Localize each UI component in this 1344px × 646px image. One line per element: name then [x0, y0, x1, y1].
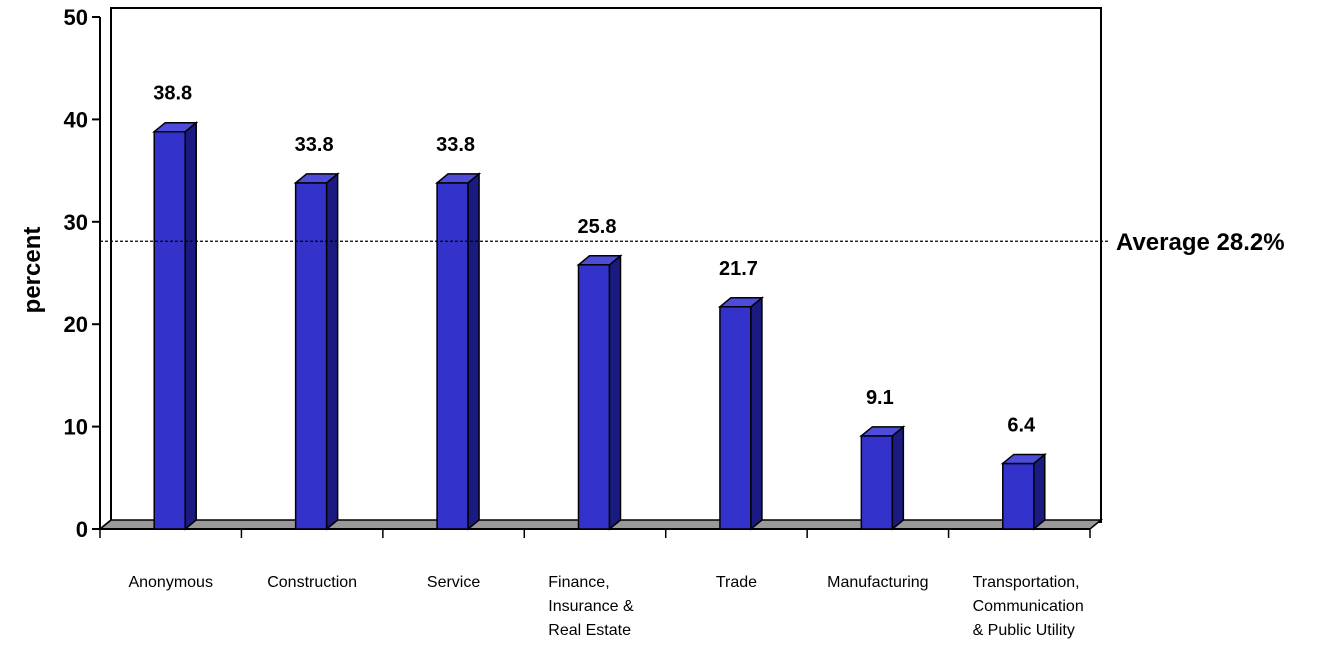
bar-top — [576, 255, 623, 266]
y-tick-label: 20 — [64, 312, 88, 337]
y-tick-label: 10 — [64, 415, 88, 440]
bar-top — [293, 173, 340, 184]
bar-front — [294, 182, 328, 530]
value-labels: 38.8 33.8 33.8 25.8 21.7 9.1 6.4 — [153, 83, 1036, 437]
category-label: Transportation, Communication & Public Uti… — [973, 574, 1084, 639]
bar-front — [719, 306, 752, 530]
bar — [859, 425, 906, 531]
bar-top — [152, 121, 199, 133]
category-label: Anonymous — [128, 574, 213, 591]
bar-top — [859, 426, 906, 437]
bar-top — [434, 173, 482, 184]
bar — [434, 172, 482, 531]
category-label: Construction — [267, 574, 357, 591]
bar-front — [153, 130, 186, 530]
bar-side — [1033, 452, 1046, 531]
value-label: 9.1 — [866, 387, 894, 409]
value-label: 21.7 — [719, 258, 758, 280]
y-tick-label: 50 — [64, 5, 88, 30]
value-label: 33.8 — [295, 134, 334, 156]
category-labels: Anonymous Construction Service Finance, Insu… — [128, 574, 1083, 639]
bar-side — [467, 172, 480, 531]
bar-top — [1000, 453, 1047, 465]
bar — [1000, 452, 1047, 531]
bar-top — [717, 297, 765, 308]
bar-side — [184, 121, 197, 531]
bars — [152, 121, 1047, 531]
value-label: 38.8 — [153, 83, 192, 105]
x-ticks — [99, 529, 1091, 538]
category-label: Trade — [716, 574, 757, 591]
bar — [717, 296, 765, 531]
category-label: Finance, Insurance & Real Estate — [548, 574, 634, 639]
y-tick-label: 30 — [64, 210, 88, 235]
value-label: 33.8 — [436, 134, 475, 156]
y-axis-label: percent — [19, 227, 46, 314]
category-label: Manufacturing — [827, 574, 928, 591]
bar-side — [891, 425, 905, 531]
bar-side — [608, 254, 622, 531]
bar — [576, 254, 623, 531]
value-label: 6.4 — [1007, 414, 1036, 436]
category-label: Service — [427, 574, 480, 591]
bar-front — [436, 182, 469, 530]
depth-edge — [99, 519, 112, 530]
bar — [152, 121, 199, 531]
bar-front — [577, 264, 611, 530]
bar-front — [1002, 462, 1035, 530]
y-tick-label: 40 — [64, 107, 88, 132]
y-tick-label: 0 — [76, 517, 88, 542]
y-ticks: 0 10 20 30 40 50 — [64, 5, 100, 542]
bar-front — [860, 435, 894, 530]
bar-side — [750, 296, 763, 531]
bar — [293, 172, 340, 531]
value-label: 25.8 — [578, 216, 617, 238]
average-label: Average 28.2% — [1116, 229, 1285, 256]
bar-side — [325, 172, 339, 531]
